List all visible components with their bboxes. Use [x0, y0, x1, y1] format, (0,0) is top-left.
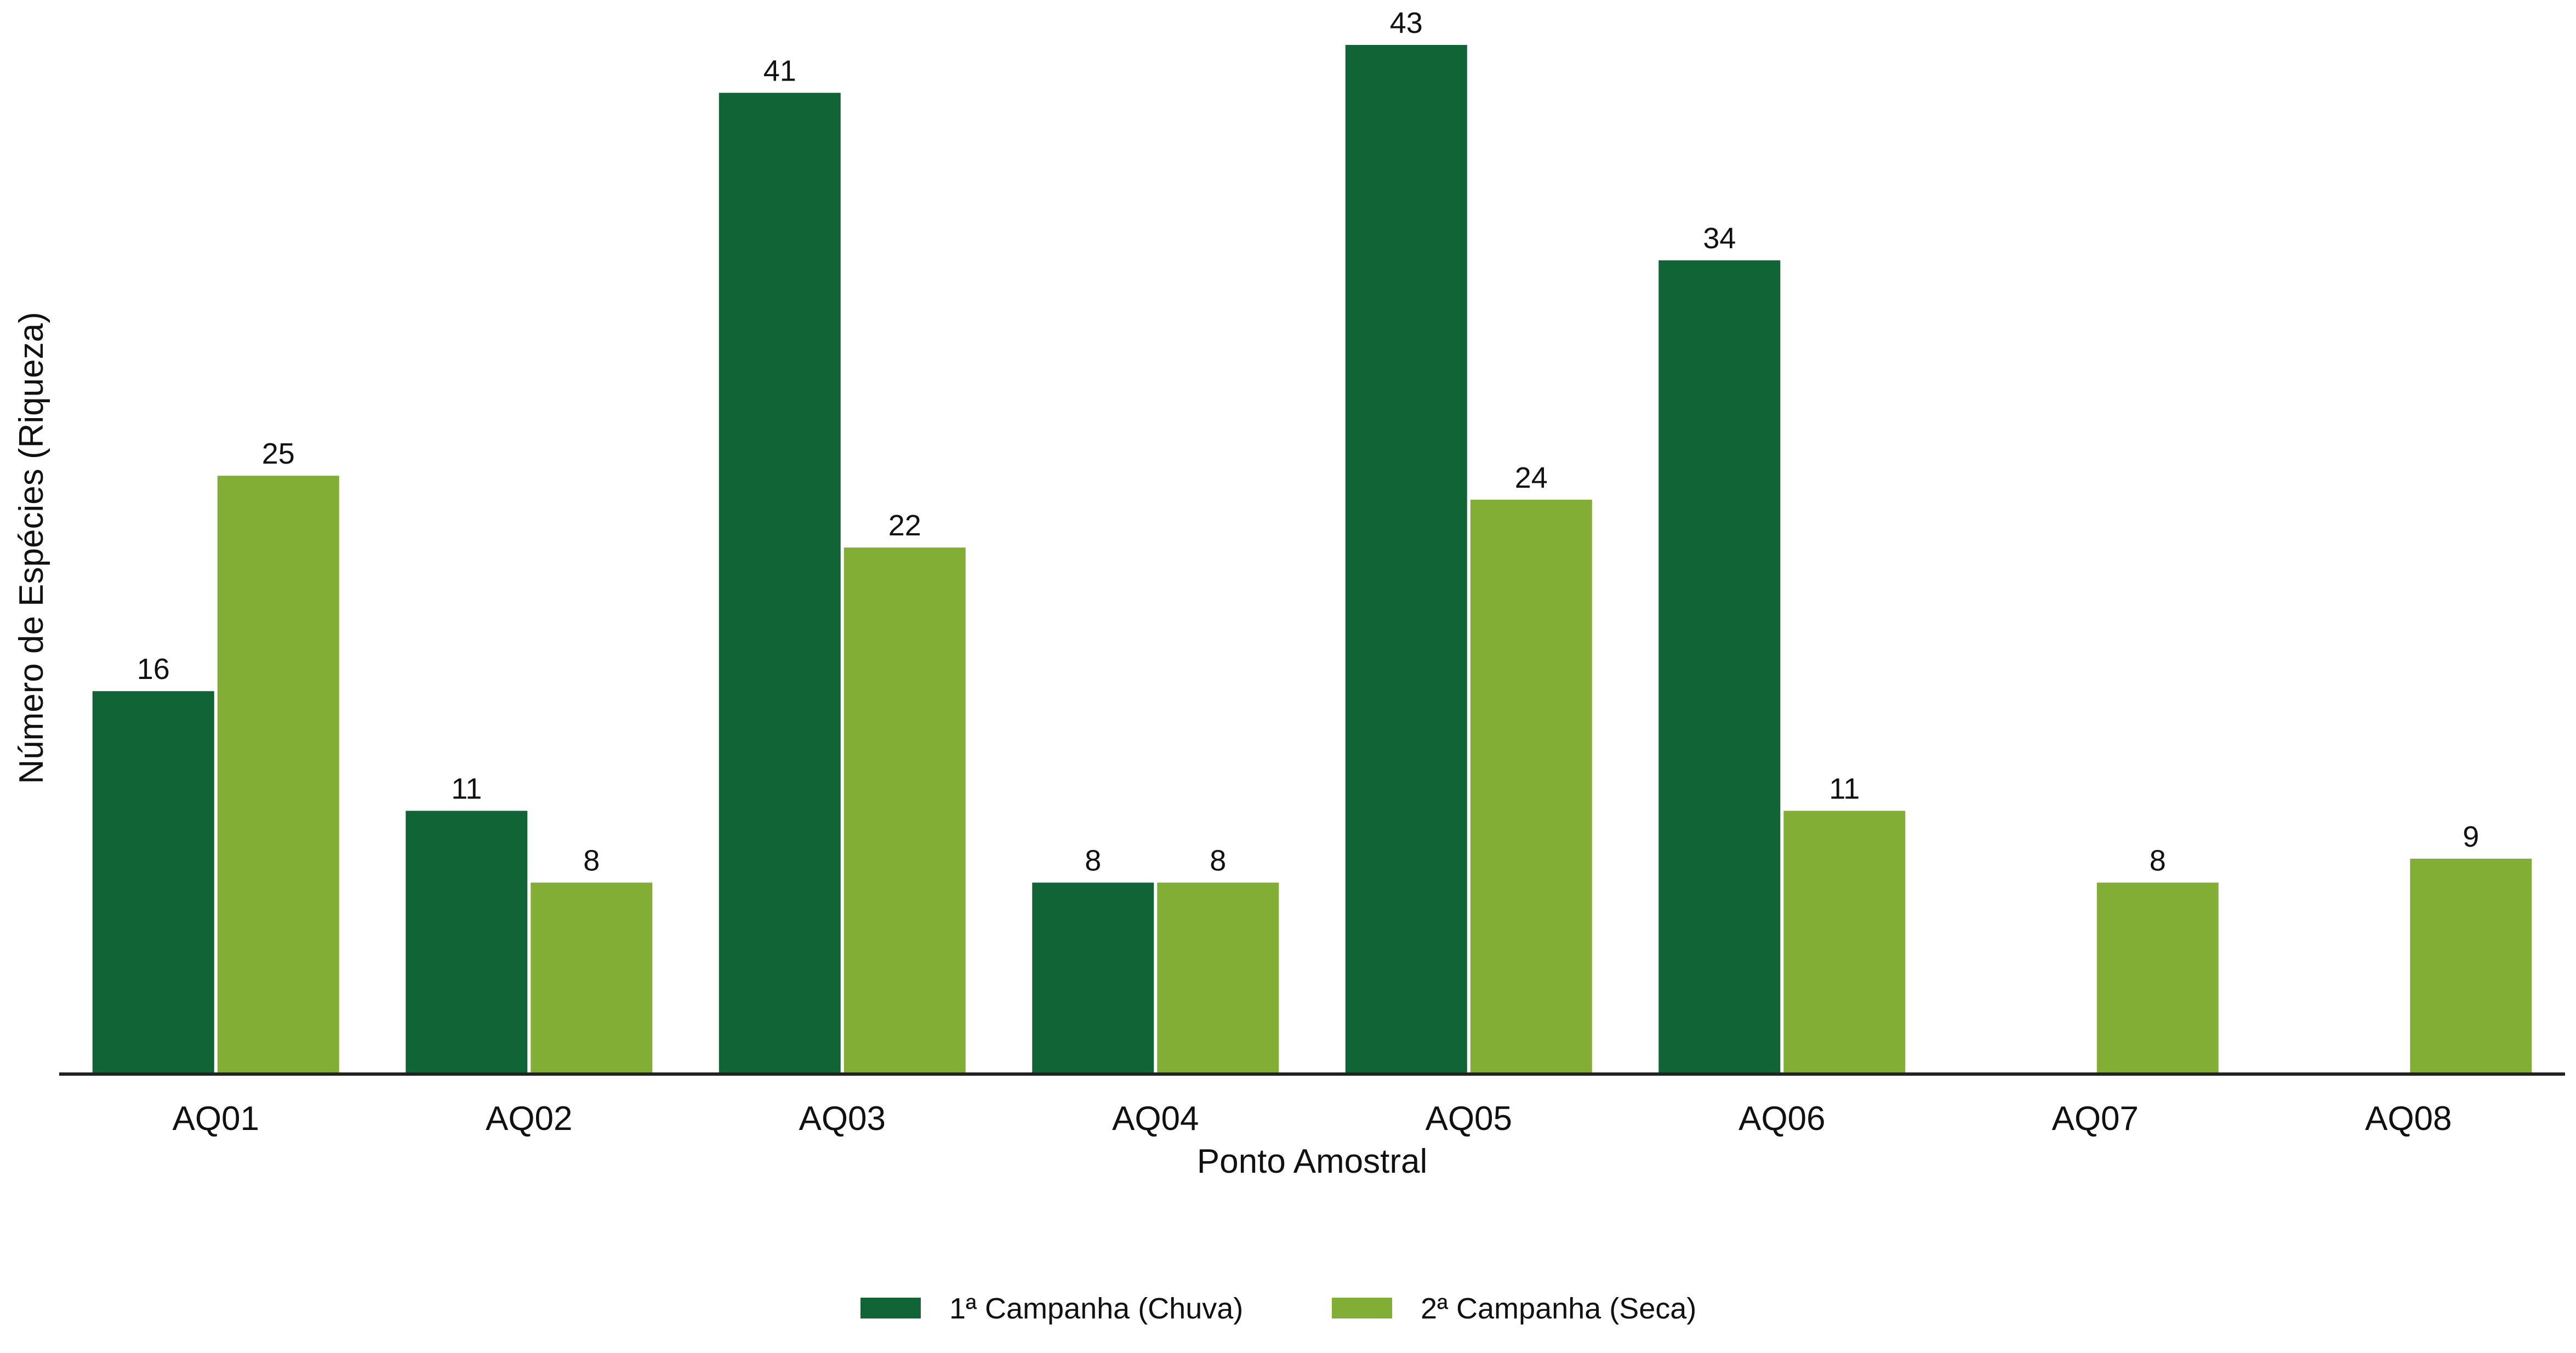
- x-axis-title: Ponto Amostral: [1197, 1143, 1427, 1180]
- x-tick-label-aq07: AQ07: [2051, 1100, 2139, 1138]
- bar-aq04-series-2: [1157, 882, 1279, 1074]
- bars-layer: [92, 45, 2532, 1074]
- legend-swatch-series-1: [860, 1298, 921, 1318]
- data-label-aq08-series-2: 9: [2463, 820, 2479, 853]
- bar-aq08-series-2: [2410, 858, 2532, 1074]
- data-labels-layer: 16 25 11 8 41 22 8 8 43 24 34 11 8 9: [137, 7, 2480, 877]
- data-label-aq03-series-2: 22: [888, 509, 921, 542]
- bar-aq02-series-1: [406, 810, 528, 1074]
- bar-aq05-series-1: [1345, 45, 1467, 1074]
- legend-label-series-1: 1ª Campanha (Chuva): [949, 1292, 1243, 1325]
- legend-swatch-series-2: [1332, 1298, 1392, 1318]
- bar-aq01-series-1: [92, 691, 214, 1074]
- data-label-aq01-series-2: 25: [262, 437, 295, 470]
- x-tick-label-aq05: AQ05: [1425, 1100, 1512, 1138]
- data-label-aq04-series-1: 8: [1085, 844, 1101, 877]
- legend-label-series-2: 2ª Campanha (Seca): [1421, 1292, 1696, 1325]
- data-label-aq01-series-1: 16: [137, 653, 170, 686]
- bar-aq02-series-2: [531, 882, 653, 1074]
- x-tick-label-aq03: AQ03: [799, 1100, 886, 1138]
- x-tick-label-aq01: AQ01: [172, 1100, 259, 1138]
- data-label-aq06-series-1: 34: [1703, 222, 1736, 255]
- bar-aq04-series-1: [1032, 882, 1154, 1074]
- x-tick-label-aq04: AQ04: [1112, 1100, 1199, 1138]
- data-label-aq02-series-1: 11: [451, 773, 482, 806]
- bar-aq03-series-1: [719, 93, 841, 1074]
- x-tick-label-aq02: AQ02: [486, 1100, 573, 1138]
- bar-aq07-series-2: [2096, 882, 2219, 1074]
- data-label-aq07-series-2: 8: [2150, 844, 2166, 877]
- data-label-aq02-series-2: 8: [583, 844, 600, 877]
- legend: 1ª Campanha (Chuva) 2ª Campanha (Seca): [860, 1292, 1696, 1325]
- y-axis-title: Número de Espécies (Riqueza): [13, 312, 50, 784]
- x-tick-label-aq06: AQ06: [1739, 1100, 1826, 1138]
- data-label-aq03-series-1: 41: [763, 54, 796, 87]
- bar-aq05-series-2: [1470, 499, 1592, 1074]
- bar-aq06-series-1: [1659, 260, 1781, 1074]
- data-label-aq05-series-2: 24: [1515, 461, 1548, 494]
- bar-aq03-series-2: [844, 547, 966, 1074]
- bar-aq01-series-2: [217, 476, 339, 1074]
- x-tick-labels: AQ01 AQ02 AQ03 AQ04 AQ05 AQ06 AQ07 AQ08: [172, 1100, 2452, 1138]
- data-label-aq04-series-2: 8: [1210, 844, 1226, 877]
- bar-aq06-series-2: [1783, 810, 1906, 1074]
- data-label-aq06-series-2: 11: [1829, 773, 1860, 806]
- data-label-aq05-series-1: 43: [1390, 7, 1423, 39]
- x-tick-label-aq08: AQ08: [2365, 1100, 2452, 1138]
